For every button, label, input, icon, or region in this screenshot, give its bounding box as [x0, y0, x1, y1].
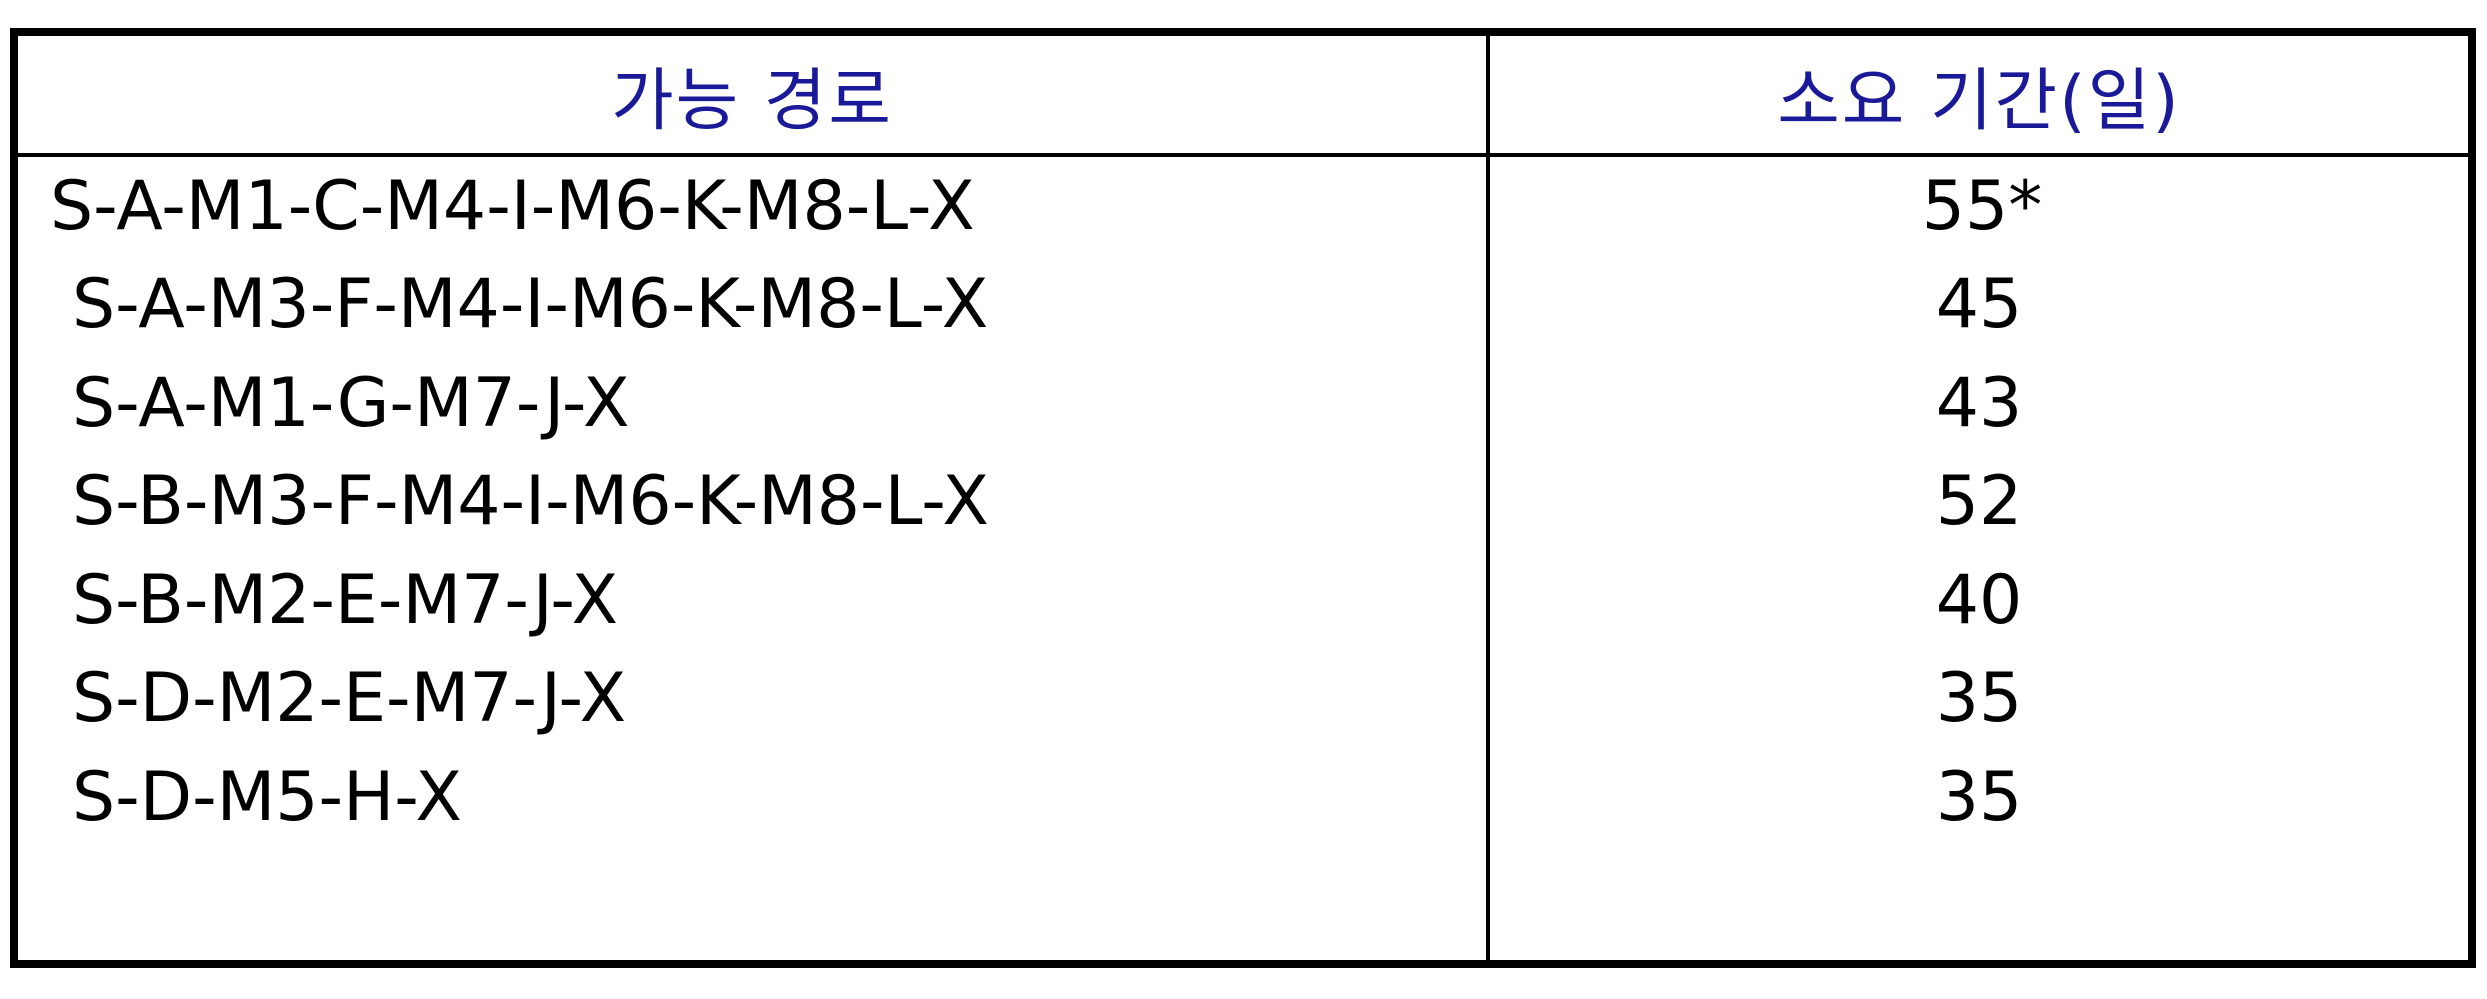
table-row: S-D-M5-H-X 35: [18, 748, 2468, 847]
header-duration-days: 소요 기간(일): [1777, 62, 2181, 141]
table-body: S-A-M1-C-M4-I-M6-K-M8-L-X 55* S-A-M3-F-M…: [18, 157, 2468, 847]
table-row: S-B-M2-E-M7-J-X 40: [18, 551, 2468, 650]
path-cell: S-A-M1-C-M4-I-M6-K-M8-L-X: [50, 166, 975, 246]
duration-cell: 43: [1935, 363, 2023, 443]
header-divider: [18, 153, 2468, 157]
path-cell: S-D-M2-E-M7-J-X: [72, 659, 627, 739]
path-cell: S-A-M3-F-M4-I-M6-K-M8-L-X: [72, 265, 989, 345]
header-possible-paths: 가능 경로: [611, 62, 893, 141]
duration-cell: 35: [1935, 757, 2023, 837]
table-row: S-B-M3-F-M4-I-M6-K-M8-L-X 52: [18, 453, 2468, 552]
path-cell: S-B-M3-F-M4-I-M6-K-M8-L-X: [72, 462, 990, 542]
table-row: S-A-M3-F-M4-I-M6-K-M8-L-X 45: [18, 256, 2468, 355]
duration-cell: 45: [1935, 265, 2023, 345]
duration-cell: 55*: [1921, 166, 2043, 246]
table-row: S-A-M1-C-M4-I-M6-K-M8-L-X 55*: [18, 157, 2468, 256]
duration-cell: 40: [1935, 560, 2023, 640]
duration-cell: 35: [1935, 659, 2023, 739]
path-cell: S-D-M5-H-X: [72, 757, 462, 837]
table-row: S-D-M2-E-M7-J-X 35: [18, 650, 2468, 749]
table-row: S-A-M1-G-M7-J-X 43: [18, 354, 2468, 453]
duration-cell: 52: [1935, 462, 2023, 542]
path-cell: S-B-M2-E-M7-J-X: [72, 560, 619, 640]
path-duration-table: 가능 경로 소요 기간(일) S-A-M1-C-M4-I-M6-K-M8-L-X…: [10, 28, 2476, 968]
column-divider: [1486, 36, 1490, 960]
path-cell: S-A-M1-G-M7-J-X: [72, 363, 630, 443]
